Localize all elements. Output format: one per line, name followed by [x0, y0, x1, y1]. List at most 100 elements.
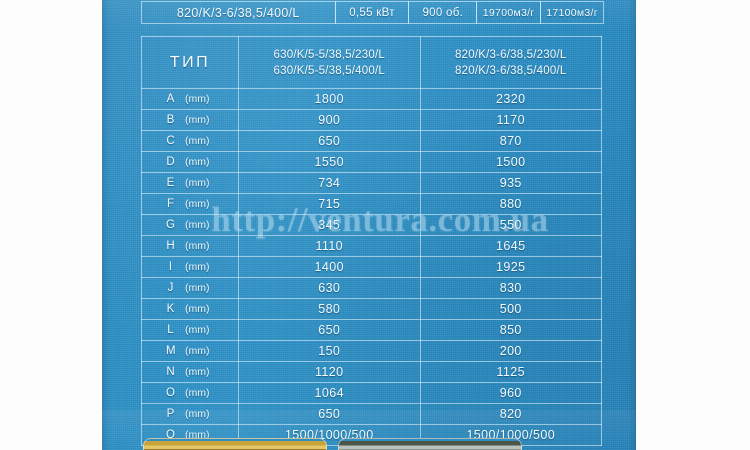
header-model-line: 820/K/3-6/38,5/230/L: [455, 48, 567, 61]
table-row: E (mm) 734 935: [141, 172, 602, 194]
row-letter: D: [166, 156, 175, 168]
table-header-row: ТИП 630/K/5-5/38,5/230/L 630/K/5-5/38,5/…: [141, 36, 602, 89]
table-row: C (mm) 650 870: [141, 130, 602, 152]
spec-rpm-cell: 900 об.: [408, 1, 478, 24]
row-value-col-2: 200: [419, 340, 602, 362]
row-unit: (mm): [185, 177, 210, 189]
row-value-col-2: 830: [419, 277, 602, 299]
row-unit: (mm): [185, 324, 210, 336]
row-value-col-1: 650: [238, 319, 421, 341]
row-dimension-label: I (mm): [141, 256, 239, 278]
row-letter: I: [168, 261, 173, 273]
row-letter: B: [166, 114, 175, 126]
row-value-col-2: 1170: [419, 109, 602, 131]
dimensions-table: ТИП 630/K/5-5/38,5/230/L 630/K/5-5/38,5/…: [141, 36, 602, 446]
page-right-margin: [636, 0, 750, 450]
row-unit: (mm): [185, 282, 210, 294]
table-row: B (mm) 900 1170: [141, 109, 602, 131]
row-unit: (mm): [185, 156, 210, 168]
row-letter: E: [166, 177, 175, 189]
row-value-col-1: 580: [238, 298, 421, 320]
row-letter: M: [166, 345, 176, 357]
header-type-label: ТИП: [141, 36, 239, 89]
row-value-col-2: 550: [419, 214, 602, 236]
row-letter: C: [166, 135, 175, 147]
row-unit: (mm): [185, 345, 210, 357]
row-value-col-1: 1400: [238, 256, 421, 278]
row-unit: (mm): [185, 240, 210, 252]
row-dimension-label: F (mm): [141, 193, 239, 215]
table-row: A (mm) 1800 2320: [141, 88, 602, 110]
row-value-col-2: 870: [419, 130, 602, 152]
row-dimension-label: B (mm): [141, 109, 239, 131]
row-dimension-label: C (mm): [141, 130, 239, 152]
row-dimension-label: P (mm): [141, 403, 239, 425]
row-unit: (mm): [185, 219, 210, 231]
row-letter: O: [166, 387, 175, 399]
table-row: D (mm) 1550 1500: [141, 151, 602, 173]
header-model-column-1: 630/K/5-5/38,5/230/L 630/K/5-5/38,5/400/…: [238, 36, 421, 89]
row-unit: (mm): [185, 408, 210, 420]
row-letter: A: [166, 93, 175, 105]
row-letter: H: [166, 240, 175, 252]
table-row: J (mm) 630 830: [141, 277, 602, 299]
header-model-line: 630/K/5-5/38,5/400/L: [273, 64, 385, 77]
row-unit: (mm): [185, 303, 210, 315]
row-value-col-2: 880: [419, 193, 602, 215]
row-letter: J: [167, 282, 174, 294]
row-unit: (mm): [185, 261, 210, 273]
row-value-col-1: 900: [238, 109, 421, 131]
product-photo-1[interactable]: [143, 438, 327, 450]
row-unit: (mm): [185, 198, 210, 210]
row-unit: (mm): [185, 135, 210, 147]
row-dimension-label: H (mm): [141, 235, 239, 257]
dimensions-table-body: A (mm) 1800 2320 B (mm) 900 1170 C (mm) 650 870 D (mm…: [141, 88, 602, 446]
row-unit: (mm): [185, 114, 210, 126]
spec-airflow-2-cell: 17100м3/г: [540, 1, 605, 24]
table-row: P (mm) 650 820: [141, 403, 602, 425]
spec-power-cell: 0,55 кВт: [334, 1, 410, 24]
row-value-col-2: 850: [419, 319, 602, 341]
table-row: I (mm) 1400 1925: [141, 256, 602, 278]
table-row: H (mm) 1110 1645: [141, 235, 602, 257]
row-value-col-1: 1550: [238, 151, 421, 173]
row-value-col-1: 715: [238, 193, 421, 215]
row-dimension-label: K (mm): [141, 298, 239, 320]
table-row: F (mm) 715 880: [141, 193, 602, 215]
row-dimension-label: A (mm): [141, 88, 239, 110]
row-value-col-1: 1120: [238, 361, 421, 383]
row-dimension-label: L (mm): [141, 319, 239, 341]
header-model-column-2: 820/K/3-6/38,5/230/L 820/K/3-6/38,5/400/…: [419, 36, 602, 89]
spec-summary-strip: 820/K/3-6/38,5/400/L 0,55 кВт 900 об. 19…: [141, 1, 605, 24]
row-value-col-2: 1925: [419, 256, 602, 278]
row-value-col-2: 935: [419, 172, 602, 194]
page-left-margin: [0, 0, 102, 450]
row-unit: (mm): [185, 366, 210, 378]
table-row: L (mm) 650 850: [141, 319, 602, 341]
row-dimension-label: D (mm): [141, 151, 239, 173]
row-dimension-label: O (mm): [141, 382, 239, 404]
row-dimension-label: J (mm): [141, 277, 239, 299]
row-value-col-1: 650: [238, 130, 421, 152]
row-value-col-1: 150: [238, 340, 421, 362]
row-letter: P: [166, 408, 175, 420]
table-row: M (mm) 150 200: [141, 340, 602, 362]
row-value-col-1: 1064: [238, 382, 421, 404]
row-letter: G: [166, 219, 175, 231]
row-value-col-2: 1645: [419, 235, 602, 257]
product-photo-2[interactable]: [338, 438, 522, 450]
row-dimension-label: N (mm): [141, 361, 239, 383]
row-value-col-2: 2320: [419, 88, 602, 110]
row-value-col-2: 820: [419, 403, 602, 425]
row-value-col-2: 500: [419, 298, 602, 320]
row-dimension-label: G (mm): [141, 214, 239, 236]
header-model-line: 820/K/3-6/38,5/400/L: [455, 64, 567, 77]
header-model-line: 630/K/5-5/38,5/230/L: [273, 48, 385, 61]
row-unit: (mm): [185, 93, 210, 105]
row-value-col-2: 1125: [419, 361, 602, 383]
row-letter: L: [167, 324, 174, 336]
row-unit: (mm): [185, 387, 210, 399]
row-value-col-1: 650: [238, 403, 421, 425]
table-row: N (mm) 1120 1125: [141, 361, 602, 383]
row-value-col-1: 1800: [238, 88, 421, 110]
